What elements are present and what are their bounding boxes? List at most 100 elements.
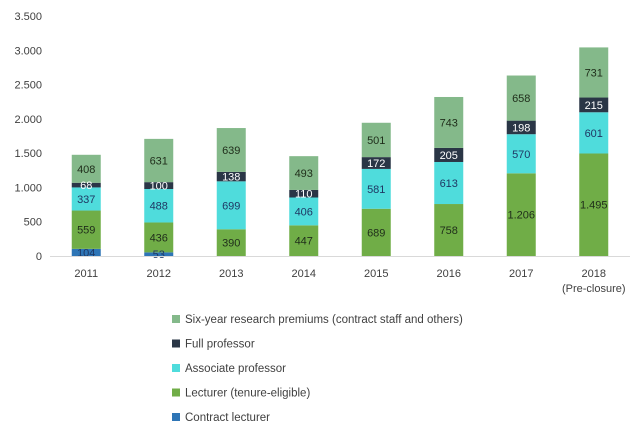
data-label: 501 [367,135,385,147]
legend: Six-year research premiums (contract sta… [172,314,463,424]
data-label: 639 [222,145,240,157]
bar-segment [434,161,464,205]
bar-segment [71,182,101,188]
x-tick-label: 2012 [147,268,171,280]
data-label: 689 [367,227,385,239]
data-label: 198 [512,122,530,134]
data-label: 68 [80,180,92,192]
x-tick-label: 2011 [74,268,98,280]
data-label: 699 [222,200,240,212]
data-label: 631 [150,156,168,168]
bar-segment [289,156,319,190]
bar-segment [579,47,609,98]
data-label: 731 [585,67,603,79]
bar-segment [506,75,536,121]
x-tick-label: 2017 [509,268,533,280]
bar-segment [506,134,536,174]
bar-segment [289,197,319,226]
x-axis: 2011 2012 2013 2014 2015 2016 2017 2018 (Pre-clo… [50,256,630,295]
data-label: 110 [295,189,313,201]
bar-segment [434,204,464,256]
data-label: 104 [77,247,95,259]
y-tick-label: 3.500 [14,11,42,23]
data-label: 601 [585,128,603,140]
legend-label: Full professor [185,339,255,351]
bar-segment [144,252,174,256]
x-tick-label: 2014 [292,268,316,280]
x-tick-sublabel: (Pre-closure) [562,283,626,295]
data-label: 570 [512,149,530,161]
bar-segment [144,222,174,253]
bar-segment [71,187,101,211]
x-tick-label: 2013 [219,268,243,280]
data-label: 447 [295,236,313,248]
legend-label: Lecturer (tenure-eligible) [185,388,310,400]
bar-segment [361,168,391,209]
bar-segment [579,153,609,256]
bar-segment [579,97,609,113]
bar-segment [361,122,391,158]
legend-swatch [172,339,180,348]
data-label: 100 [150,181,168,193]
bar-segment [434,96,464,148]
bar-segment [289,225,319,256]
data-label: 390 [222,238,240,250]
y-tick-label: 2.500 [14,80,42,92]
data-label: 658 [512,93,530,105]
bars: 104 559 337 68 408 53 436 488 100 631 390 699 138 639… [71,47,609,261]
data-label: 53 [153,249,165,261]
data-label: 493 [295,168,313,180]
bar-segment [506,173,536,256]
bar-segment [71,154,101,183]
data-label: 559 [77,225,95,237]
bar-segment [216,128,246,172]
bar-segment [289,189,319,198]
x-tick-label: 2016 [437,268,461,280]
bar-segment [361,208,391,256]
legend-swatch [172,413,180,421]
bar-segment [579,112,609,154]
data-label: 488 [150,201,168,213]
y-tick-label: 2.000 [14,114,42,126]
data-label: 337 [77,194,95,206]
bar-segment [144,138,174,183]
bar-segment [216,229,246,256]
data-label: 1.495 [580,200,608,212]
y-axis: 0 500 1.000 1.500 2.000 2.500 3.000 3.500 [14,11,42,263]
bar-segment [216,181,246,230]
bar-segment [144,182,174,190]
legend-label: Six-year research premiums (contract sta… [185,314,463,326]
bar-segment [144,189,174,223]
legend-swatch [172,364,180,372]
x-tick-label: 2015 [364,268,388,280]
x-tick-label: 2018 [582,268,606,280]
data-label: 613 [440,178,458,190]
bar-segment [71,248,101,256]
y-tick-label: 500 [24,217,42,229]
data-label: 406 [295,206,313,218]
y-tick-label: 1.000 [14,182,42,194]
bar-segment [506,120,536,135]
bar-segment [216,171,246,182]
data-label: 581 [367,184,385,196]
data-label: 205 [440,150,458,162]
legend-label: Associate professor [185,363,286,375]
data-label: 138 [222,172,240,184]
y-tick-label: 3.000 [14,45,42,57]
y-tick-label: 0 [36,251,42,263]
legend-label: Contract lecturer [185,412,270,424]
data-label: 215 [585,100,603,112]
data-label: 743 [440,117,458,129]
bar-segment [361,157,391,169]
data-label: 172 [367,158,385,170]
legend-swatch [172,388,180,397]
bar-segment [434,147,464,162]
legend-swatch [172,315,180,323]
y-tick-label: 1.500 [14,148,42,160]
data-label: 408 [77,164,95,176]
data-label: 758 [440,225,458,237]
bar-segment [71,210,101,249]
data-label: 1.206 [507,210,535,222]
data-label: 436 [150,232,168,244]
